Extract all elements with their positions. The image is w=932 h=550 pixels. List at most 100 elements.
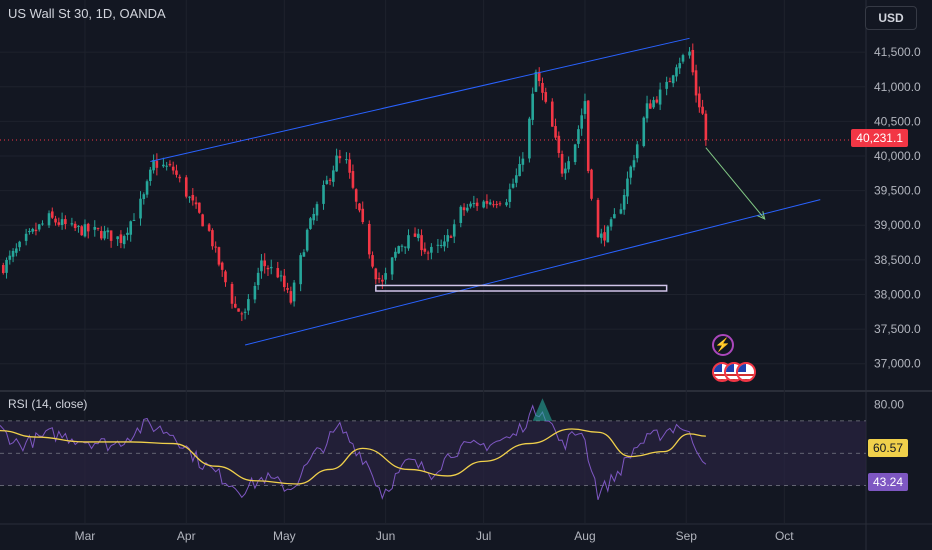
candle — [338, 155, 342, 159]
candle — [11, 250, 15, 257]
candle — [495, 204, 499, 206]
candles — [1, 43, 708, 322]
candle — [220, 262, 224, 270]
candle — [348, 159, 351, 173]
candle — [292, 282, 296, 302]
candle — [541, 82, 544, 93]
price-tick-label: 38,000.0 — [874, 287, 921, 301]
candle — [332, 170, 335, 182]
candle — [381, 279, 384, 282]
symbol-title: US Wall St 30, 1D, OANDA — [8, 6, 166, 21]
rsi-indicator-title[interactable]: RSI (14, close) — [8, 397, 88, 411]
candle — [142, 194, 146, 200]
candle — [358, 203, 361, 211]
candle — [132, 219, 136, 221]
candle — [211, 230, 214, 247]
candle — [145, 181, 149, 195]
candle — [400, 245, 404, 247]
candle — [691, 49, 695, 73]
candle — [466, 207, 469, 211]
candle — [488, 202, 492, 205]
candle — [224, 271, 227, 283]
candle — [394, 251, 397, 258]
candle — [485, 200, 489, 204]
candle — [126, 232, 129, 235]
candle — [60, 219, 64, 226]
candle — [681, 55, 685, 62]
candle — [469, 203, 472, 207]
candle — [426, 252, 430, 254]
candle — [129, 221, 133, 235]
candle — [586, 100, 590, 172]
candle — [567, 161, 570, 170]
rsi-value-tag: 43.24 — [867, 473, 908, 491]
candle — [531, 93, 534, 120]
candle — [119, 234, 123, 243]
candle — [472, 203, 476, 205]
candle — [217, 247, 221, 265]
candle — [475, 202, 479, 207]
candle — [511, 183, 515, 188]
candle — [596, 199, 600, 238]
candle — [518, 164, 521, 177]
candle — [534, 71, 538, 92]
price-tick-label: 37,500.0 — [874, 322, 921, 336]
candle — [214, 246, 217, 248]
candle — [198, 202, 201, 213]
candle — [413, 233, 417, 237]
candle — [446, 235, 450, 242]
candle — [276, 268, 280, 278]
currency-button[interactable]: USD — [865, 6, 917, 30]
candle — [253, 285, 257, 300]
candle — [325, 180, 329, 184]
candle — [139, 198, 142, 219]
candle — [77, 225, 80, 227]
candle — [384, 273, 387, 280]
time-tick-label: Sep — [676, 529, 698, 543]
candle — [354, 189, 358, 202]
candle — [619, 209, 623, 214]
candle — [86, 223, 90, 232]
rsi-ma-value-tag: 60.57 — [867, 439, 908, 457]
candle — [482, 201, 485, 208]
candle — [590, 169, 593, 199]
lightning-bolt-icon[interactable]: ⚡ — [712, 334, 734, 356]
candle — [116, 236, 119, 240]
candle — [260, 260, 263, 272]
price-tick-label: 37,000.0 — [874, 357, 921, 371]
rsi-line — [0, 404, 707, 500]
candle — [449, 236, 453, 238]
projection-arrow-line — [705, 147, 766, 220]
candle — [1, 265, 5, 273]
candle — [374, 268, 378, 280]
candle — [550, 101, 554, 127]
candle — [416, 233, 420, 239]
candle — [178, 176, 182, 179]
candle — [54, 218, 57, 223]
time-tick-label: Jun — [376, 529, 395, 543]
candle — [103, 231, 106, 239]
candle — [57, 222, 61, 225]
candle — [233, 303, 237, 308]
candle — [155, 160, 159, 168]
candle — [299, 255, 302, 285]
candle — [289, 291, 293, 303]
last-price-tag: 40,231.1 — [851, 129, 908, 147]
candle — [302, 252, 306, 257]
candle — [544, 92, 548, 102]
candle — [626, 178, 629, 197]
candle — [8, 255, 12, 260]
candle — [609, 219, 613, 227]
candle — [629, 166, 633, 178]
candle — [622, 194, 626, 210]
candle — [73, 223, 77, 229]
candle — [632, 160, 636, 168]
candle — [407, 235, 410, 249]
candle — [328, 179, 332, 181]
us-flag-icon[interactable] — [736, 362, 756, 382]
support-zone-box — [375, 284, 668, 292]
time-tick-label: Mar — [75, 529, 96, 543]
time-tick-label: Jul — [476, 529, 491, 543]
candle — [18, 241, 21, 248]
